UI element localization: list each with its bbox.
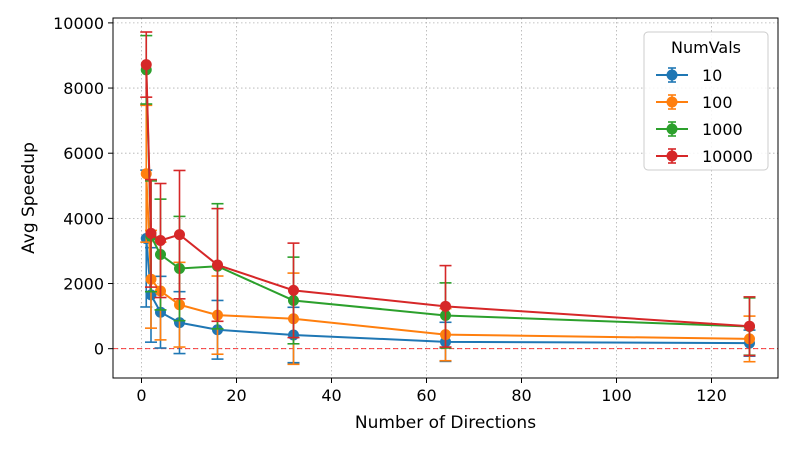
data-point	[288, 284, 299, 296]
data-point	[145, 227, 157, 239]
data-point	[744, 320, 755, 332]
x-tick-label: 0	[136, 386, 146, 405]
y-tick-label: 6000	[63, 144, 104, 163]
x-tick-label: 80	[511, 386, 531, 405]
legend-label-100: 100	[702, 93, 733, 112]
y-tick-label: 4000	[63, 209, 104, 228]
x-tick-label: 20	[226, 386, 246, 405]
y-tick-label: 0	[94, 340, 104, 359]
legend-marker-1000	[666, 123, 678, 135]
x-tick-label: 40	[321, 386, 341, 405]
legend-label-10: 10	[702, 66, 722, 85]
y-tick-label: 8000	[63, 79, 104, 98]
y-tick-label: 2000	[63, 275, 104, 294]
axes-frame	[112, 17, 779, 379]
legend-label-1000: 1000	[702, 120, 743, 139]
legend-marker-10000	[666, 150, 678, 162]
legend-marker-10	[666, 69, 678, 81]
x-tick-label: 120	[696, 386, 727, 405]
y-tick-label: 10000	[53, 14, 104, 33]
legend-marker-100	[666, 96, 678, 108]
x-tick-label: 100	[601, 386, 632, 405]
grid	[113, 18, 778, 378]
x-axis-label: Number of Directions	[355, 413, 536, 433]
y-axis-label: Avg Speedup	[19, 142, 39, 254]
legend-title: NumVals	[671, 38, 741, 57]
data-point	[212, 259, 223, 271]
legend: NumVals 10 100 1000 10000	[643, 31, 769, 171]
legend-label-10000: 10000	[702, 147, 753, 166]
data-point	[155, 235, 166, 247]
data-point	[140, 59, 152, 71]
data-point	[174, 229, 185, 241]
series-layer	[140, 31, 756, 366]
series-10000	[140, 31, 756, 357]
x-tick-label: 60	[416, 386, 436, 405]
data-point	[440, 300, 451, 312]
axis-ticks: 0 20 40 60 80 100 120 0 2000 4000 6000 8000 10000	[53, 14, 727, 405]
